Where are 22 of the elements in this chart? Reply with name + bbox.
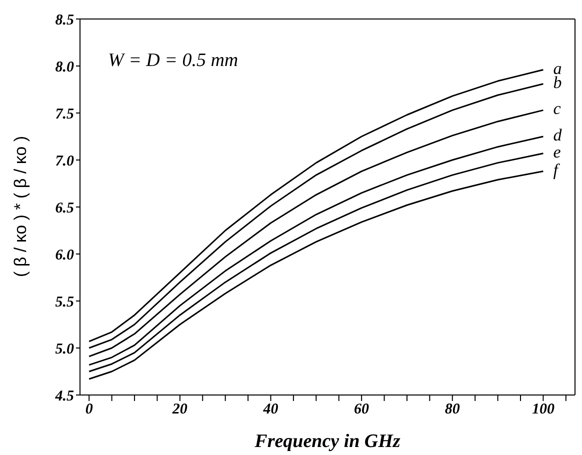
y-tick-label: 7.5 [55, 106, 74, 122]
series-label: d [553, 126, 562, 144]
y-tick-label: 5.0 [55, 341, 74, 358]
annotation: W = D = 0.5 mm [108, 50, 238, 72]
series-label: e [553, 142, 562, 162]
y-tick-label: 8.0 [55, 59, 74, 76]
x-tick-label: 100 [532, 402, 555, 418]
x-tick-label: 0 [85, 402, 94, 418]
x-tick-label: 60 [354, 402, 370, 418]
y-tick-label: 6.0 [55, 247, 74, 264]
series-label: c [553, 99, 562, 118]
x-tick-label: 80 [444, 402, 460, 418]
x-tick-label: 40 [262, 402, 279, 418]
y-tick-label: 7.0 [55, 153, 74, 170]
y-tick-label: 6.5 [55, 200, 74, 216]
y-tick-label: 8.5 [55, 12, 74, 28]
y-tick-label: 4.5 [54, 388, 74, 404]
y-tick-label: 5.5 [55, 294, 74, 310]
y-axis-title: ( β / κο ) * ( β / κο ) [11, 136, 30, 277]
x-tick-label: 20 [171, 402, 188, 418]
series-label: f [553, 160, 560, 180]
x-axis-title: Frequency in GHz [254, 431, 401, 452]
